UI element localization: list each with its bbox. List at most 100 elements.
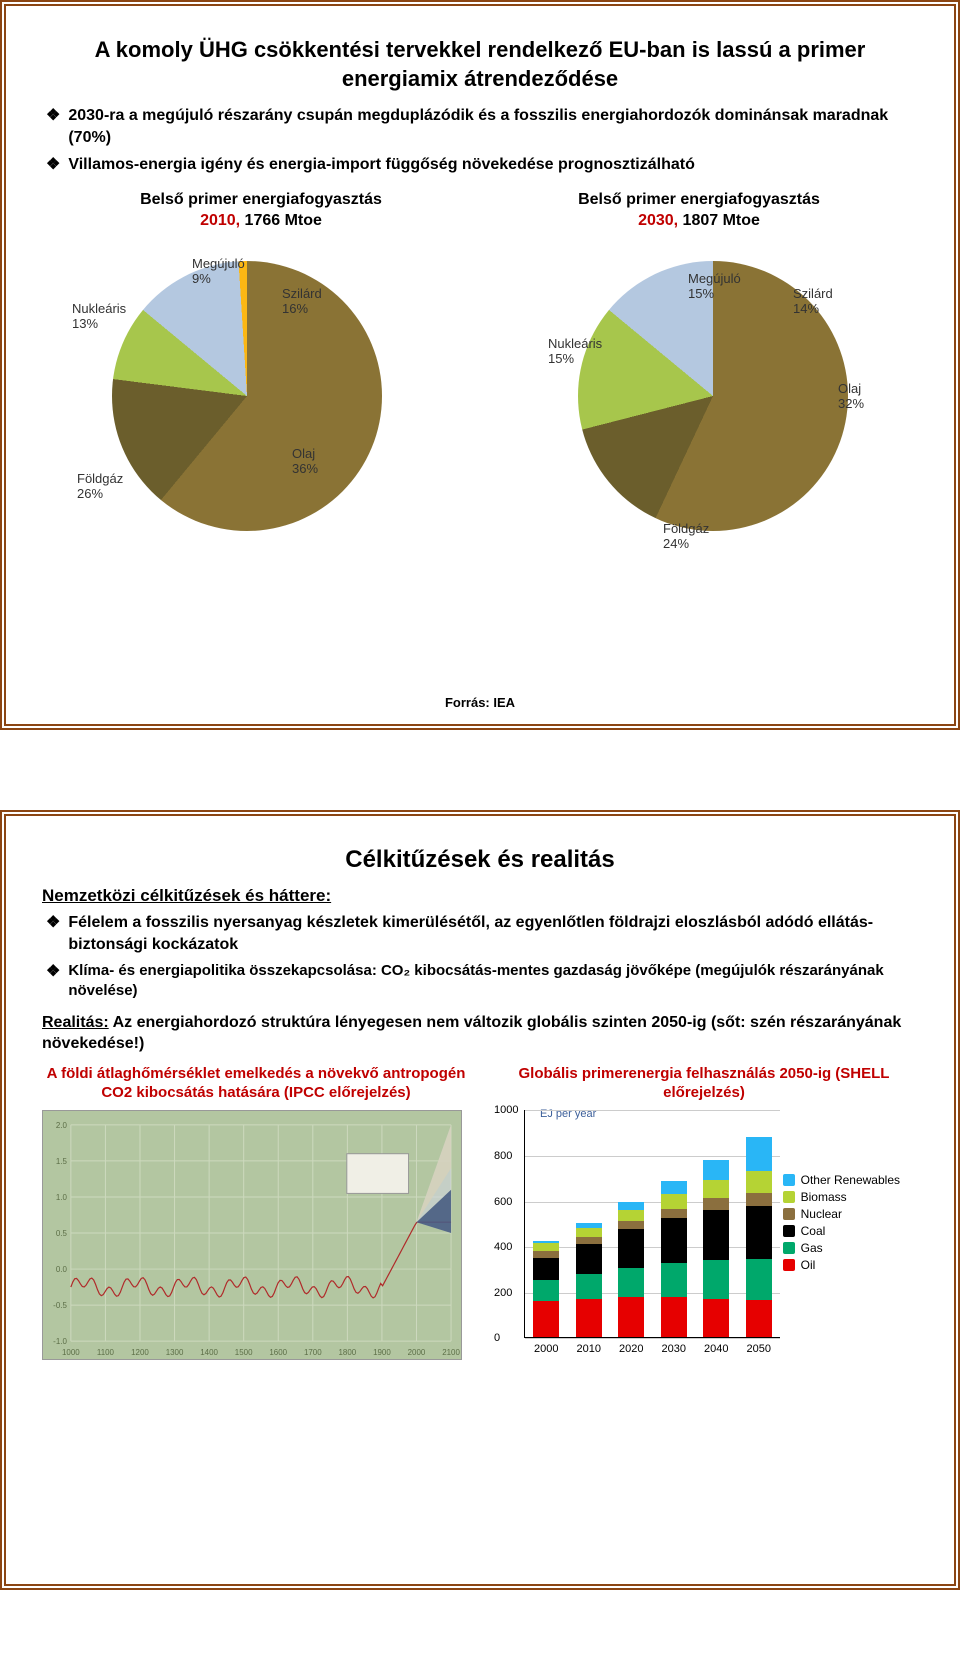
svg-text:1900: 1900	[373, 1348, 391, 1357]
bullet-1: ❖ 2030-ra a megújuló részarány csupán me…	[46, 105, 914, 148]
seg-other-renewables	[746, 1137, 772, 1171]
svg-text:0.5: 0.5	[56, 1229, 68, 1238]
realitas-line: Realitás: Az energiahordozó struktúra lé…	[42, 1012, 918, 1055]
seg-biomass	[746, 1171, 772, 1193]
pie2010-title: Belső primer energiafogyasztás 2010, 176…	[42, 190, 480, 232]
bar-plot-area: 200020102020203020402050	[524, 1110, 780, 1338]
source-label: Forrás: IEA	[445, 695, 515, 710]
ytick-label: 600	[494, 1196, 512, 1208]
svg-text:1200: 1200	[131, 1348, 149, 1357]
realitas-rest: Az energiahordozó struktúra lényegesen n…	[42, 1014, 901, 1053]
seg-oil	[746, 1300, 772, 1338]
legend-row-coal: Coal	[783, 1224, 900, 1238]
xtick-label: 2020	[619, 1343, 643, 1355]
legend-label: Gas	[801, 1241, 823, 1255]
svg-text:1500: 1500	[235, 1348, 253, 1357]
legend-swatch	[783, 1174, 795, 1186]
seg-nuclear	[618, 1221, 644, 1229]
seg-coal	[703, 1210, 729, 1260]
bullet-1-text: 2030-ra a megújuló részarány csupán megd…	[68, 105, 914, 148]
pie-label-nukleáris: Nukleáris15%	[548, 336, 602, 367]
pie2030-title-val: 1807 Mtoe	[683, 212, 760, 229]
svg-text:-0.5: -0.5	[53, 1301, 67, 1310]
ytick-label: 0	[494, 1332, 500, 1344]
seg-biomass	[618, 1210, 644, 1221]
legend-swatch	[783, 1259, 795, 1271]
legend-row-nuclear: Nuclear	[783, 1207, 900, 1221]
svg-text:2.0: 2.0	[56, 1121, 68, 1130]
legend-row-oil: Oil	[783, 1258, 900, 1272]
legend-label: Oil	[801, 1258, 816, 1272]
ipcc-chart: 1000110012001300140015001600170018001900…	[42, 1110, 462, 1360]
seg-oil	[576, 1299, 602, 1338]
s2-bullet-1-text: Félelem a fosszilis nyersanyag készletek…	[68, 912, 914, 955]
seg-biomass	[576, 1228, 602, 1237]
seg-nuclear	[746, 1193, 772, 1207]
realitas-lead: Realitás:	[42, 1014, 109, 1031]
legend-swatch	[783, 1191, 795, 1203]
pie-label-földgáz: Földgáz26%	[77, 471, 123, 502]
s2-bullet-2: ❖ Klíma- és energiapolitika összekapcsol…	[46, 961, 914, 1002]
gridline	[525, 1338, 780, 1339]
slide2-bullets: ❖ Félelem a fosszilis nyersanyag készlet…	[46, 912, 914, 1002]
diamond-icon: ❖	[46, 912, 60, 955]
seg-oil	[618, 1297, 644, 1337]
gridline	[525, 1202, 780, 1203]
slide1-bullets: ❖ 2030-ra a megújuló részarány csupán me…	[46, 105, 914, 176]
diamond-icon: ❖	[46, 154, 60, 176]
ytick-label: 800	[494, 1150, 512, 1162]
seg-other-renewables	[661, 1181, 687, 1194]
seg-other-renewables	[618, 1202, 644, 1210]
seg-biomass	[703, 1180, 729, 1198]
two-col: A földi átlaghőmérséklet emelkedés a növ…	[42, 1065, 918, 1366]
seg-biomass	[533, 1243, 559, 1251]
legend-swatch	[783, 1242, 795, 1254]
pie2010-title-year: 2010,	[200, 212, 244, 229]
seg-coal	[618, 1229, 644, 1268]
seg-coal	[746, 1206, 772, 1258]
pie-2010: Olaj36%Szilárd16%Megújuló9%Nukleáris13%F…	[42, 246, 452, 546]
seg-oil	[533, 1301, 559, 1337]
legend-row-gas: Gas	[783, 1241, 900, 1255]
ytick-label: 200	[494, 1287, 512, 1299]
pie-label-olaj: Olaj36%	[292, 446, 318, 477]
xtick-label: 2030	[662, 1343, 686, 1355]
seg-coal	[661, 1218, 687, 1264]
right-col-title: Globális primerenergia felhasználás 2050…	[490, 1065, 918, 1103]
svg-text:1600: 1600	[269, 1348, 287, 1357]
seg-gas	[533, 1280, 559, 1301]
col-left: A földi átlaghőmérséklet emelkedés a növ…	[42, 1065, 470, 1366]
seg-coal	[533, 1258, 559, 1281]
bar-2040	[703, 1160, 729, 1338]
gridline	[525, 1110, 780, 1111]
pie2030-title-year: 2030,	[638, 212, 682, 229]
svg-text:1.0: 1.0	[56, 1193, 68, 1202]
svg-text:1400: 1400	[200, 1348, 218, 1357]
pie-label-megújuló: Megújuló15%	[688, 271, 741, 302]
seg-other-renewables	[703, 1160, 729, 1181]
legend-label: Nuclear	[801, 1207, 842, 1221]
pie2010-title-val: 1766 Mtoe	[245, 212, 322, 229]
gridline	[525, 1293, 780, 1294]
seg-oil	[661, 1297, 687, 1337]
legend-label: Coal	[801, 1224, 826, 1238]
xtick-label: 2000	[534, 1343, 558, 1355]
seg-gas	[703, 1260, 729, 1299]
diamond-icon: ❖	[46, 961, 60, 1002]
slide-1: A komoly ÜHG csökkentési tervekkel rende…	[0, 0, 960, 730]
ytick-label: 400	[494, 1241, 512, 1253]
diamond-icon: ❖	[46, 105, 60, 148]
svg-text:0.0: 0.0	[56, 1265, 68, 1274]
slide2-title: Célkitűzések és realitás	[42, 846, 918, 874]
seg-gas	[618, 1268, 644, 1298]
svg-text:2100: 2100	[442, 1348, 460, 1357]
pie2030-title-a: Belső primer energiafogyasztás	[578, 191, 820, 208]
bullet-2-text: Villamos-energia igény és energia-import…	[68, 154, 695, 176]
pie-2030: Olaj32%Szilárd14%Megújuló15%Nukleáris15%…	[508, 246, 918, 546]
xtick-label: 2050	[747, 1343, 771, 1355]
gridline	[525, 1247, 780, 1248]
pie-label-szilárd: Szilárd14%	[793, 286, 833, 317]
seg-nuclear	[533, 1251, 559, 1258]
svg-text:1800: 1800	[339, 1348, 357, 1357]
seg-oil	[703, 1299, 729, 1338]
